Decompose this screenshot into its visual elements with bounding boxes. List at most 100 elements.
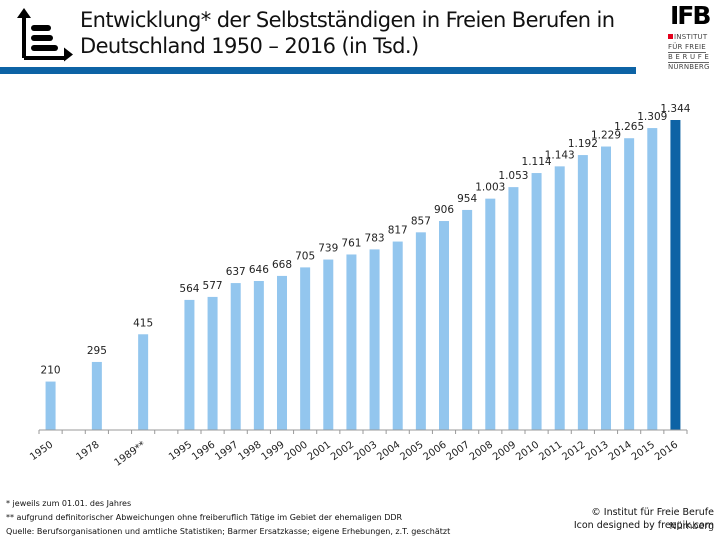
bar-2007 — [462, 209, 473, 430]
value-label-2001: 739 — [318, 243, 338, 255]
value-label-2010: 1.114 — [522, 156, 552, 168]
tick-labels-group: 1950 1978 1989** 19951996199719981999200020… — [28, 439, 680, 468]
value-label-1995: 564 — [179, 283, 199, 295]
tick-label-1997: 1997 — [213, 439, 240, 463]
bar-1996 — [207, 296, 218, 430]
value-label-1998: 646 — [249, 264, 269, 276]
source-note: Quelle: Berufsorganisationen und amtlich… — [6, 526, 450, 537]
value-label-2013: 1.229 — [591, 130, 621, 142]
copyright-text: © Institut für Freie Berufe — [591, 507, 714, 518]
value-label-2003: 783 — [365, 232, 385, 244]
page-title: Entwicklung* der Selbstständigen in Frei… — [80, 7, 640, 59]
bar-chart-icon — [17, 8, 73, 62]
value-label-1989: 415 — [133, 317, 153, 329]
tick-label-1996: 1996 — [190, 439, 217, 463]
tick-label-2000: 2000 — [283, 439, 310, 463]
footnote-ddr: ** aufgrund definitorischer Abweichungen… — [6, 513, 403, 522]
source-label: Quelle: — [6, 527, 35, 536]
tick-label-2010: 2010 — [514, 439, 541, 463]
bar-2000 — [300, 267, 311, 430]
tick-label-1998: 1998 — [236, 439, 263, 463]
bar-1950 — [45, 381, 56, 430]
bar-1999 — [277, 275, 287, 430]
bar-2011 — [554, 166, 565, 430]
tick-label-1999: 1999 — [260, 439, 287, 463]
value-label-2000: 705 — [295, 250, 315, 262]
tick-label-1978: 1978 — [74, 439, 101, 463]
bar-2009 — [508, 187, 519, 430]
icon-credit: Icon designed by freepik.com — [573, 520, 714, 531]
bar-2016 — [670, 120, 681, 430]
value-label-2012: 1.192 — [568, 138, 598, 150]
value-label-1999: 668 — [272, 259, 292, 271]
value-label-2016: 1.344 — [660, 103, 690, 115]
value-label-1978: 295 — [87, 345, 107, 357]
bar-2002 — [346, 254, 357, 430]
tick-label-2015: 2015 — [630, 439, 657, 463]
bar-1995 — [184, 299, 195, 430]
tick-label-2002: 2002 — [329, 439, 356, 463]
title-line-1: Entwicklung* der Selbstständigen in Frei… — [80, 8, 615, 32]
tick-label-2001: 2001 — [306, 439, 333, 463]
value-label-2002: 761 — [341, 237, 361, 249]
bars-group — [45, 120, 681, 431]
city-text: Nürnberg — [669, 521, 714, 532]
bar-2004 — [392, 241, 403, 430]
value-label-2007: 954 — [457, 193, 477, 205]
bar-2010 — [531, 173, 542, 430]
tick-label-2011: 2011 — [537, 439, 564, 463]
tick-label-2005: 2005 — [398, 439, 425, 463]
bar-2014 — [624, 138, 635, 430]
tick-label-2006: 2006 — [422, 439, 449, 463]
tick-label-2009: 2009 — [491, 439, 518, 463]
value-label-2008: 1.003 — [475, 182, 505, 194]
bar-2008 — [485, 198, 496, 430]
title-divider — [0, 67, 636, 74]
bar-2003 — [369, 249, 380, 430]
ifb-logo: IFB INSTITUT FÜR FREIE B E R U F E NÜRNB… — [668, 2, 718, 76]
title-line-2: Deutschland 1950 – 2016 (in Tsd.) — [80, 34, 419, 58]
value-label-2009: 1.053 — [498, 170, 528, 182]
value-label-2005: 857 — [411, 215, 431, 227]
bar-2013 — [601, 146, 611, 430]
tick-label-2014: 2014 — [607, 439, 634, 463]
logo-text-institut: INSTITUT — [674, 33, 708, 41]
tick-label-2008: 2008 — [468, 439, 495, 463]
value-label-2006: 906 — [434, 204, 454, 216]
value-label-1950: 210 — [41, 365, 61, 377]
bar-1997 — [230, 283, 241, 430]
logo-line-berufe: B E R U F E — [668, 53, 709, 63]
source-text: Berufsorganisationen und amtliche Statis… — [34, 527, 451, 536]
tick-label-1950: 1950 — [28, 439, 55, 463]
tick-label-2012: 2012 — [560, 439, 587, 463]
footnote-date: * jeweils zum 01.01. des Jahres — [6, 499, 132, 508]
value-label-2004: 817 — [388, 225, 408, 237]
bar-2012 — [577, 155, 588, 431]
logo-line-fuer-freie: FÜR FREIE — [668, 43, 706, 53]
tick-label-2004: 2004 — [375, 439, 402, 463]
logo-line-nuernberg: NÜRNBERG — [668, 63, 710, 71]
bar-1989 — [138, 334, 149, 430]
tick-label-2003: 2003 — [352, 439, 379, 463]
value-label-2014: 1.265 — [614, 121, 644, 133]
tick-label-2013: 2013 — [584, 439, 611, 463]
value-label-1996: 577 — [203, 280, 223, 292]
bar-2015 — [647, 128, 658, 430]
x-axis — [38, 429, 688, 434]
tick-label-1989: 1989** — [113, 439, 148, 468]
logo-line-institut: INSTITUT — [668, 33, 707, 42]
tick-label-1995: 1995 — [167, 439, 194, 463]
logo-red-square-icon — [668, 34, 673, 39]
bar-1998 — [253, 280, 264, 430]
value-label-2011: 1.143 — [545, 149, 575, 161]
bar-2001 — [323, 259, 334, 430]
value-label-1997: 637 — [226, 266, 246, 278]
logo-mark: IFB — [670, 1, 711, 30]
tick-label-2016: 2016 — [653, 439, 680, 463]
bar-2006 — [439, 221, 449, 430]
value-label-2015: 1.309 — [637, 111, 667, 123]
bar-2005 — [415, 232, 426, 430]
tick-label-2007: 2007 — [445, 439, 472, 463]
